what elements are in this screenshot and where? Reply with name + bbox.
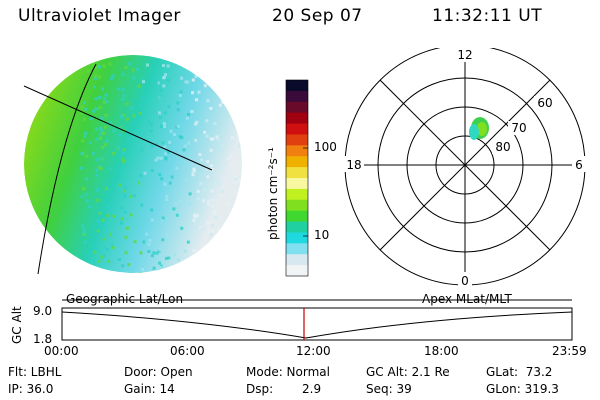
time-label: 11:32:11 UT	[432, 6, 543, 26]
info-seq: Seq: 39	[366, 382, 412, 396]
colorbar-cell	[286, 243, 308, 255]
colorbar-cell	[286, 156, 308, 168]
colorbar-cell	[286, 188, 308, 201]
colorbar-tick-100: 100	[314, 140, 337, 154]
info-gcalt: GC Alt: 2.1 Re	[366, 365, 450, 379]
timeline-ymax: 9.0	[33, 304, 53, 318]
colorbar-cell	[286, 90, 308, 103]
info-flt: Flt: LBHL	[8, 365, 62, 379]
tick-2359: 23:59	[552, 344, 587, 358]
ring-label-80: 80	[495, 140, 510, 154]
colorbar-cell	[286, 210, 308, 223]
colorbar-cell	[286, 134, 308, 146]
colorbar-tick-10: 10	[314, 228, 330, 242]
colorbar-cell	[286, 80, 308, 92]
date-label: 20 Sep 07	[272, 6, 363, 26]
tick-0600: 06:00	[170, 344, 205, 358]
app-title: Ultraviolet Imager	[18, 6, 181, 26]
timeline-ymin: 1.8	[33, 332, 53, 346]
timeline-left-label: Geographic Lat/Lon	[66, 292, 184, 306]
info-glon: GLon: 319.3	[486, 382, 559, 396]
ring-label-70: 70	[511, 121, 526, 135]
colorbar-cell	[286, 178, 308, 190]
colorbar-cell	[286, 232, 308, 244]
polar-label-0: 0	[461, 274, 469, 288]
info-door: Door: Open	[124, 365, 193, 379]
tick-1200: 12:00	[296, 344, 331, 358]
timeline-ylabel: GC Alt	[10, 306, 24, 344]
info-dsp: Dsp:	[246, 382, 274, 396]
tick-0000: 00:00	[44, 344, 79, 358]
colorbar-cell	[286, 101, 308, 114]
colorbar-cell	[286, 145, 308, 157]
timeline-right-label: Apex MLat/MLT	[422, 292, 512, 306]
colorbar-cell	[286, 199, 308, 212]
info-gain: Gain: 14	[124, 382, 175, 396]
polar-label-6: 6	[575, 158, 583, 172]
colorbar-cell	[286, 265, 308, 277]
uv-globe-image	[23, 55, 242, 275]
polar-label-18: 18	[346, 158, 361, 172]
info-dsp-value: 2.9	[302, 382, 322, 396]
tick-1800: 18:00	[424, 344, 459, 358]
ring-label-60: 60	[537, 96, 552, 110]
info-glat: GLat: 73.2	[486, 365, 553, 379]
altitude-timeline	[61, 299, 573, 341]
colorbar-label: photon cm⁻²s⁻¹	[266, 147, 280, 240]
colorbar	[285, 79, 309, 277]
info-mode: Mode: Normal	[246, 365, 330, 379]
colorbar-cell	[286, 123, 308, 135]
colorbar-cell	[286, 221, 308, 233]
polar-label-12: 12	[457, 48, 472, 62]
colorbar-cell	[286, 112, 308, 125]
colorbar-cell	[286, 254, 308, 266]
info-ip: IP: 36.0	[8, 382, 54, 396]
polar-plot: 12 0 18 6 60 70 80	[344, 48, 586, 288]
colorbar-cell	[286, 167, 308, 179]
